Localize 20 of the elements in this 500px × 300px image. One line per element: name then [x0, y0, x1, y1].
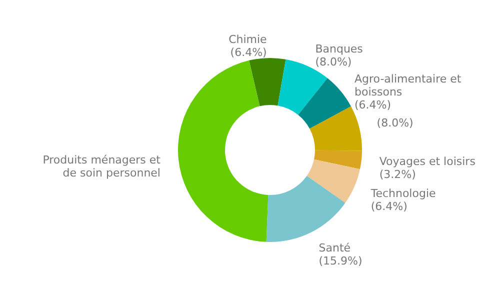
donut-slice: [178, 60, 268, 242]
slice-label: Voyages et loisirs: [379, 155, 476, 168]
data-label: (3.2%): [379, 168, 416, 181]
slice-label: Technologie: [370, 186, 436, 200]
slice-label: Produits ménagers et de soin personnel: [42, 153, 162, 180]
data-label: (8.0%): [315, 56, 352, 69]
donut-slice: [298, 78, 352, 129]
slice-label: Agro-alimentaire et boissons: [354, 72, 462, 99]
donut-slice: [249, 58, 286, 106]
data-label: (6.4%): [354, 98, 392, 112]
data-label: (8.0%): [376, 116, 414, 130]
donut-slice: [306, 159, 360, 203]
slice-label: Banques: [315, 42, 364, 56]
donut-slice: [314, 150, 362, 170]
donut-slice: [266, 176, 346, 242]
data-label: (15.9%): [318, 254, 362, 268]
data-label: (6.4%): [230, 46, 267, 60]
data-label: (6.4%): [370, 200, 408, 213]
slice-label: Santé: [318, 242, 351, 255]
slice-label: Chimie: [228, 33, 268, 46]
